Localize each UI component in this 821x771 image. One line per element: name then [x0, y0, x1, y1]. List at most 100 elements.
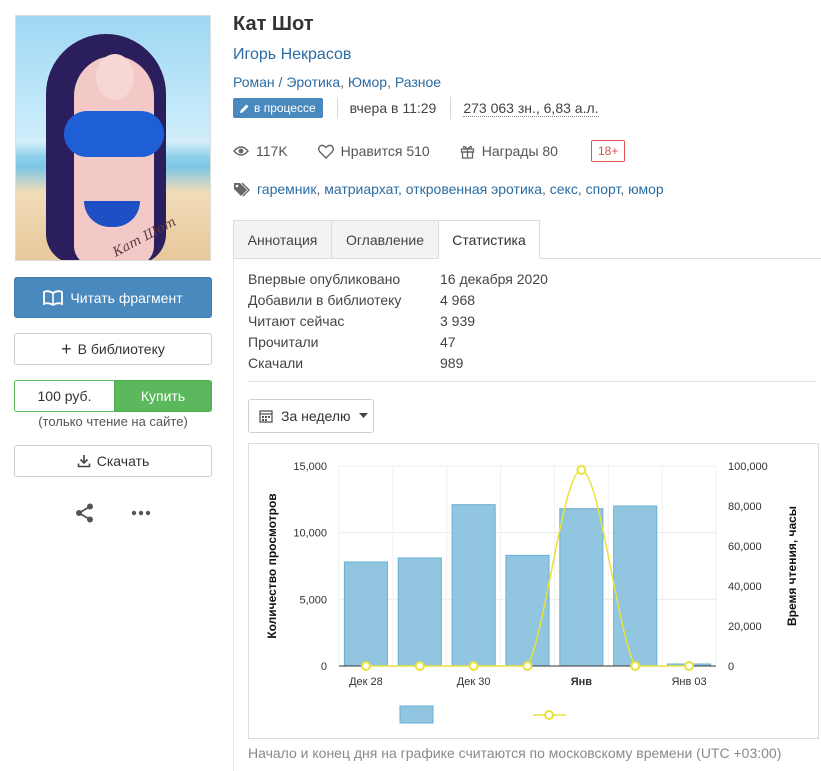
book-title: Кат Шот — [233, 13, 314, 35]
chart-bar — [451, 504, 496, 667]
chart-bar — [505, 554, 550, 667]
read-fragment-label: Читать фрагмент — [70, 289, 183, 306]
y-right-tick-label: 40,000 — [728, 581, 762, 593]
statistics-value: 3 939 — [440, 313, 476, 329]
plus-icon: + — [61, 339, 72, 359]
book-open-icon — [43, 289, 64, 306]
y-right-axis-title: Время чтения, часы — [785, 506, 799, 626]
calendar-icon — [259, 410, 273, 423]
statistics-value: 989 — [440, 355, 464, 371]
tag-link[interactable]: спорт — [585, 181, 621, 197]
eye-icon — [233, 146, 249, 156]
book-size[interactable]: 273 063 зн., 6,83 а.л. — [463, 99, 599, 117]
period-label: За неделю — [281, 408, 351, 424]
share-row — [14, 502, 212, 524]
genre-link[interactable]: Юмор — [347, 74, 388, 90]
chart-point — [522, 661, 533, 671]
y-tick-label: 5,000 — [299, 594, 327, 606]
chart-bar — [559, 508, 604, 667]
genre-link[interactable]: Роман / Эротика — [233, 74, 341, 90]
x-tick-label: Янв — [571, 676, 593, 688]
heart-icon — [317, 144, 334, 159]
genre-link[interactable]: Разное — [394, 74, 442, 90]
y-right-tick-label: 0 — [728, 661, 734, 673]
content-border — [233, 259, 234, 771]
book-meta: в процессе вчера в 11:29 273 063 зн., 6,… — [233, 96, 599, 120]
chart-point — [576, 465, 587, 475]
statistics-label: Впервые опубликовано — [248, 271, 401, 287]
download-button[interactable]: Скачать — [14, 445, 212, 477]
price-value: 100 руб. — [14, 380, 114, 412]
y-axis-title: Количество просмотров — [265, 493, 279, 638]
tag-list: гаремник, матриархат, откровенная эротик… — [233, 181, 664, 197]
chart-point — [414, 661, 425, 671]
statistics-label: Прочитали — [248, 334, 319, 350]
status-badge: в процессе — [233, 98, 323, 118]
chart-canvas: 0 5,000 10,000 15,000 0 20,000 40,000 60,000 80,… — [265, 461, 799, 724]
views-chart: 0 5,000 10,000 15,000 0 20,000 40,000 60,000 80,… — [248, 443, 819, 739]
download-icon — [77, 455, 91, 468]
period-dropdown[interactable]: За неделю — [248, 399, 374, 433]
y-tick-label: 15,000 — [293, 461, 327, 473]
cover-figure-face — [96, 54, 134, 100]
awards-stat[interactable]: Награды 80 — [460, 143, 558, 159]
tab-contents[interactable]: Оглавление — [331, 220, 439, 259]
buy-button[interactable]: Купить — [114, 380, 212, 412]
tab-bar: Аннотация Оглавление Статистика — [233, 220, 821, 259]
meta-divider — [336, 97, 338, 119]
genre-list: Роман / Эротика, Юмор, Разное — [233, 74, 442, 90]
chart-line — [365, 469, 690, 667]
chart-point — [468, 661, 479, 671]
y-right-tick-label: 100,000 — [728, 461, 768, 473]
awards-label: Награды 80 — [481, 143, 558, 159]
chart-bar — [397, 557, 442, 667]
meta-divider — [450, 97, 452, 119]
pencil-icon — [240, 104, 249, 113]
statistics-value: 47 — [440, 334, 456, 350]
add-to-library-label: В библиотеку — [77, 341, 165, 357]
cover-figure-top — [64, 111, 164, 157]
statistics-value: 16 декабря 2020 — [440, 271, 548, 287]
tag-link[interactable]: откровенная эротика — [405, 181, 542, 197]
statistics-label: Скачали — [248, 355, 304, 371]
tag-link[interactable]: гаремник — [257, 181, 317, 197]
download-label: Скачать — [96, 453, 150, 469]
updated-time: вчера в 11:29 — [349, 100, 437, 116]
timezone-footnote: Начало и конец дня на графике считаются … — [248, 745, 782, 761]
chart-bar — [343, 561, 388, 667]
book-stats: 117K Нравится 510 Награды 80 18+ — [233, 140, 626, 162]
chart-point — [684, 661, 695, 671]
y-right-tick-label: 20,000 — [728, 621, 762, 633]
chart-point — [630, 661, 641, 671]
age-rating-badge: 18+ — [590, 140, 626, 162]
x-tick-label: Дек 30 — [457, 676, 491, 688]
add-to-library-button[interactable]: + В библиотеку — [14, 333, 212, 365]
chart-bar — [613, 505, 658, 667]
tags-icon — [234, 182, 250, 196]
tab-statistics[interactable]: Статистика — [438, 220, 540, 259]
likes-stat[interactable]: Нравится 510 — [317, 143, 430, 159]
likes-label: Нравится 510 — [340, 143, 430, 159]
book-cover[interactable]: Кат Шот — [15, 15, 211, 261]
statistics-value: 4 968 — [440, 292, 476, 308]
caret-down-icon — [358, 413, 368, 418]
section-divider — [248, 381, 816, 382]
tag-link[interactable]: матриархат — [324, 181, 398, 197]
tag-link[interactable]: юмор — [628, 181, 664, 197]
legend-line-marker — [544, 710, 554, 720]
tab-annotation[interactable]: Аннотация — [233, 220, 332, 259]
share-icon[interactable] — [74, 502, 96, 524]
y-tick-label: 10,000 — [293, 528, 327, 540]
gift-icon — [460, 145, 474, 159]
read-fragment-button[interactable]: Читать фрагмент — [14, 277, 212, 318]
y-tick-label: 0 — [321, 661, 327, 673]
y-right-tick-label: 80,000 — [728, 501, 762, 513]
x-tick-label: Янв 03 — [671, 676, 706, 688]
x-tick-label: Дек 28 — [349, 676, 383, 688]
more-options-icon[interactable] — [130, 502, 152, 524]
author-link[interactable]: Игорь Некрасов — [233, 46, 352, 63]
chart-point — [360, 661, 371, 671]
buy-group: 100 руб. Купить — [14, 380, 212, 412]
views-count: 117K — [256, 143, 288, 159]
tag-link[interactable]: секс — [549, 181, 578, 197]
